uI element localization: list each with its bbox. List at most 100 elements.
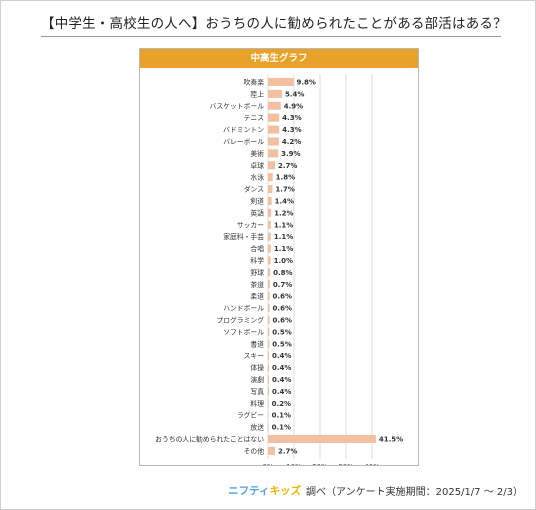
category-label: 野球	[250, 268, 264, 277]
category-label: 茶道	[250, 280, 264, 289]
category-label: ラグビー	[237, 411, 264, 420]
bar-chart: 吹奏楽 9.8% 陸上 5.4% バスケットボール 4.9% テニス 4.3% バドミントン 4.…	[155, 74, 403, 465]
bar	[268, 220, 271, 229]
category-label: 放送	[250, 423, 264, 432]
category-label: 柔道	[250, 292, 264, 301]
bar	[268, 137, 279, 146]
bar	[268, 292, 270, 301]
bar	[268, 256, 271, 265]
category-label: 家庭科・手芸	[223, 232, 264, 241]
category-label: バドミントン	[223, 126, 264, 134]
bar	[268, 387, 270, 396]
value-label: 0.6%	[273, 293, 292, 301]
category-label: 陸上	[250, 89, 264, 98]
bar	[268, 101, 281, 110]
value-label: 1.2%	[274, 209, 293, 217]
value-label: 0.6%	[273, 316, 292, 324]
x-tick-label: 20%	[312, 463, 328, 465]
category-label: 美術	[250, 149, 264, 158]
logo-text-kids: キッズ	[269, 485, 302, 497]
bar	[268, 208, 272, 217]
bar	[268, 89, 283, 98]
logo-text-nifty: ニフティ	[228, 485, 270, 497]
category-label: ダンス	[244, 185, 264, 194]
bar	[268, 232, 271, 241]
value-label: 0.2%	[272, 400, 291, 408]
category-label: プログラミング	[216, 315, 264, 324]
bar	[268, 244, 271, 253]
value-label: 4.3%	[282, 126, 301, 134]
nifty-kids-logo: ニフティ キッズ	[228, 483, 301, 498]
category-label: 英語	[250, 208, 264, 217]
value-label: 3.9%	[281, 150, 300, 158]
category-label: 演劇	[250, 375, 264, 384]
bar	[268, 399, 269, 408]
category-label: 写真	[250, 387, 264, 396]
category-label: おうちの人に勧められたことはない	[155, 434, 264, 443]
category-label: ハンドボール	[223, 305, 264, 313]
x-tick-label: 0%	[262, 463, 273, 465]
chart-panel: 中高生グラフ 吹奏楽 9.8% 陸上 5.4% バスケットボール 4.9% テニス 4.3% バ…	[139, 48, 419, 466]
value-label: 0.4%	[272, 364, 291, 372]
bar	[268, 268, 271, 277]
title-divider	[41, 36, 501, 37]
bar	[268, 315, 270, 324]
category-label: 卓球	[250, 161, 264, 170]
bar	[268, 351, 270, 360]
x-tick-label: 10%	[286, 463, 302, 465]
category-label: テニス	[244, 114, 265, 122]
bar	[268, 125, 280, 134]
value-label: 4.3%	[282, 114, 301, 122]
value-label: 0.4%	[272, 352, 291, 360]
value-label: 2.7%	[278, 162, 297, 170]
value-label: 5.4%	[285, 90, 304, 98]
category-label: 水泳	[250, 173, 264, 182]
bar	[268, 327, 270, 336]
bar	[268, 196, 272, 205]
page-title: 【中学生・高校生の人へ】おうちの人に勧められたことがある部活はある？	[41, 16, 507, 32]
bar	[268, 173, 273, 182]
value-label: 0.6%	[273, 305, 292, 313]
footer: ニフティ キッズ 調べ（アンケート実施期間：2025/1/7 ～ 2/3）	[228, 483, 523, 498]
value-label: 9.8%	[296, 78, 315, 86]
value-label: 0.8%	[273, 269, 292, 277]
value-label: 1.1%	[274, 233, 293, 241]
category-label: その他	[244, 446, 265, 455]
chart-title: 中高生グラフ	[140, 49, 418, 68]
value-label: 0.1%	[272, 424, 291, 432]
category-label: 体操	[250, 363, 264, 372]
bar	[268, 411, 269, 420]
category-label: 吹奏楽	[244, 77, 265, 86]
bar	[268, 185, 273, 194]
value-label: 0.1%	[272, 412, 291, 420]
value-label: 1.8%	[276, 174, 295, 182]
value-label: 2.7%	[278, 447, 297, 455]
bar	[268, 446, 276, 455]
bar	[268, 423, 269, 432]
value-label: 4.2%	[282, 138, 301, 146]
value-label: 1.7%	[275, 186, 294, 194]
value-label: 1.1%	[274, 245, 293, 253]
bar	[268, 339, 270, 348]
bar	[268, 113, 280, 122]
value-label: 0.4%	[272, 388, 291, 396]
category-label: サッカー	[237, 221, 264, 229]
category-label: 合唱	[250, 244, 264, 253]
x-tick-label: 40%	[364, 463, 380, 465]
bar	[268, 304, 270, 313]
value-label: 41.5%	[379, 435, 403, 443]
bar	[268, 149, 279, 158]
value-label: 1.1%	[274, 221, 293, 229]
value-label: 0.4%	[272, 376, 291, 384]
value-label: 0.5%	[272, 328, 291, 336]
value-label: 0.7%	[273, 281, 292, 289]
bar	[268, 434, 376, 443]
bar	[268, 77, 294, 86]
value-label: 0.5%	[272, 340, 291, 348]
x-tick-label: 30%	[338, 463, 354, 465]
category-label: 科学	[250, 256, 264, 265]
bar	[268, 280, 270, 289]
category-label: バスケットボール	[210, 102, 265, 110]
category-label: 料理	[250, 399, 264, 408]
